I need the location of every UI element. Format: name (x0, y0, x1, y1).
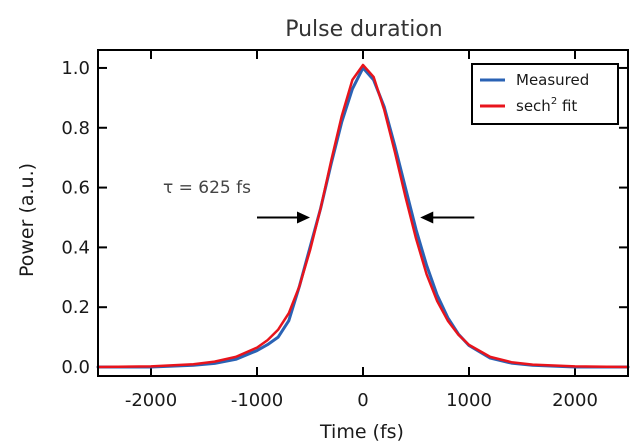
legend: Measured sech2 fit (471, 63, 619, 125)
legend-fit-base: sech (516, 97, 551, 115)
x-tick-label: 1000 (446, 390, 492, 411)
y-tick-label: 0.8 (61, 118, 90, 139)
chart-title: Pulse duration (285, 17, 443, 42)
plot-frame (97, 49, 629, 377)
y-tick-label: 0.0 (61, 357, 90, 378)
y-tick-label: 1.0 (61, 58, 90, 79)
fwhm-arrow-right-head (420, 211, 434, 224)
y-tick-label: 0.4 (61, 237, 90, 258)
data-series (96, 63, 630, 369)
x-axis-label: Time (fs) (319, 421, 404, 443)
x-tick-label: 0 (357, 390, 368, 411)
x-tick-label: -1000 (231, 390, 283, 411)
x-tick-label: -2000 (125, 390, 177, 411)
legend-box (471, 63, 619, 125)
legend-label-measured: Measured (516, 71, 589, 89)
legend-label-fit: sech2 fit (516, 96, 577, 115)
fwhm-label: τ = 625 fs (163, 178, 251, 198)
x-tick-label: 2000 (552, 390, 598, 411)
y-tick-label: 0.2 (61, 297, 90, 318)
series-line-sech2-fit (96, 63, 630, 369)
axis-ticks: -2000 -1000 0 1000 2000 0.0 0.2 0.4 0.6 0.8 1.0 (61, 50, 628, 411)
fwhm-arrow-left-head (297, 211, 310, 224)
y-axis-label: Power (a.u.) (16, 163, 38, 277)
legend-fit-superscript: 2 (551, 96, 557, 107)
fwhm-annotation (257, 211, 475, 224)
legend-fit-suffix: fit (557, 97, 577, 115)
y-tick-label: 0.6 (61, 178, 90, 199)
